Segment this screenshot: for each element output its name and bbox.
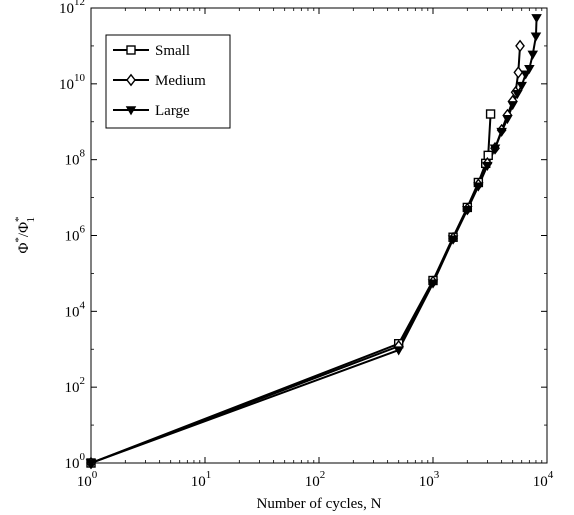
legend-label-small: Small xyxy=(155,43,190,59)
y-tick-label-base: 10 xyxy=(65,380,80,396)
data-point-large xyxy=(393,346,404,356)
y-axis-label-sub2: 1 xyxy=(25,217,37,223)
y-tick-label-base: 10 xyxy=(59,1,74,17)
legend-label-large: Large xyxy=(155,103,190,119)
data-point-medium xyxy=(515,39,525,53)
data-point-large xyxy=(531,14,542,24)
x-tick-label-base: 10 xyxy=(305,474,320,490)
data-point-large xyxy=(507,101,518,111)
data-point-large xyxy=(520,70,531,80)
y-tick-label-base: 10 xyxy=(65,153,80,169)
x-tick-label-exponent: 1 xyxy=(206,469,212,481)
y-axis-label-sup1: * xyxy=(13,237,25,243)
x-tick-label-base: 10 xyxy=(191,474,206,490)
x-tick-label-base: 10 xyxy=(77,474,92,490)
y-tick-label-base: 10 xyxy=(65,229,80,245)
legend-marker-small xyxy=(126,45,136,55)
x-axis-label: Number of cycles, N xyxy=(257,496,382,512)
data-point-large xyxy=(530,32,542,42)
data-point-large xyxy=(489,144,501,154)
data-point-large xyxy=(496,127,507,137)
y-tick-label-base: 10 xyxy=(59,77,74,93)
y-tick-label-exponent: 2 xyxy=(80,375,86,387)
y-tick-label-base: 10 xyxy=(65,304,80,320)
y-tick-label-exponent: 0 xyxy=(80,451,86,463)
legend-label-medium: Medium xyxy=(155,73,206,89)
data-point-large xyxy=(473,182,484,192)
x-tick-label-exponent: 4 xyxy=(548,469,554,481)
y-axis-label-sup2: * xyxy=(13,216,25,222)
y-tick-label: 1010 xyxy=(59,72,86,93)
y-tick-label: 1012 xyxy=(59,0,85,17)
x-tick-label-base: 10 xyxy=(419,474,434,490)
data-point-large xyxy=(85,459,97,469)
y-tick-label-base: 10 xyxy=(65,456,80,472)
x-tick-label-base: 10 xyxy=(533,474,548,490)
x-tick-label: 103 xyxy=(419,469,440,490)
y-tick-label-exponent: 12 xyxy=(74,0,85,8)
y-tick-label: 108 xyxy=(65,148,86,169)
legend-entries: Small Medium Large xyxy=(113,43,206,119)
x-tick-label: 100 xyxy=(77,469,98,490)
y-tick-label-exponent: 4 xyxy=(80,299,86,311)
x-tick-label-exponent: 3 xyxy=(434,469,440,481)
y-axis-label-base: Φ xyxy=(16,243,32,254)
x-tick-label-exponent: 2 xyxy=(320,469,326,481)
data-point-large xyxy=(462,205,473,216)
data-point-large xyxy=(516,81,527,91)
legend: Small Medium Large xyxy=(105,34,231,129)
y-axis-label-slash: /Φ xyxy=(16,222,32,237)
y-tick-label: 102 xyxy=(65,375,86,396)
data-point-small xyxy=(485,109,496,119)
data-point-large xyxy=(427,279,439,289)
legend-marker-medium xyxy=(126,73,136,87)
data-point-large xyxy=(502,115,513,125)
legend-marker-large xyxy=(125,106,137,116)
x-tick-label: 102 xyxy=(305,469,326,490)
x-tick-label: 101 xyxy=(191,469,212,490)
series-markers xyxy=(85,14,542,470)
data-point-large xyxy=(512,89,523,100)
data-point-large xyxy=(447,235,459,245)
y-tick-label: 106 xyxy=(65,224,86,245)
data-point-large xyxy=(524,65,535,75)
y-tick-label: 100 xyxy=(65,451,86,472)
x-tick-labels: 100 101 102 103 104 xyxy=(77,469,554,490)
data-point-large xyxy=(527,50,539,60)
y-axis-label: Φ*/Φ*1 xyxy=(13,216,37,253)
x-tick-label: 104 xyxy=(533,469,554,490)
y-tick-label-exponent: 6 xyxy=(80,224,86,236)
y-tick-label: 104 xyxy=(65,299,86,320)
x-tick-label-exponent: 0 xyxy=(92,469,98,481)
y-tick-label-exponent: 10 xyxy=(74,72,86,84)
data-point-large xyxy=(482,161,493,171)
y-tick-label-exponent: 8 xyxy=(80,148,86,160)
